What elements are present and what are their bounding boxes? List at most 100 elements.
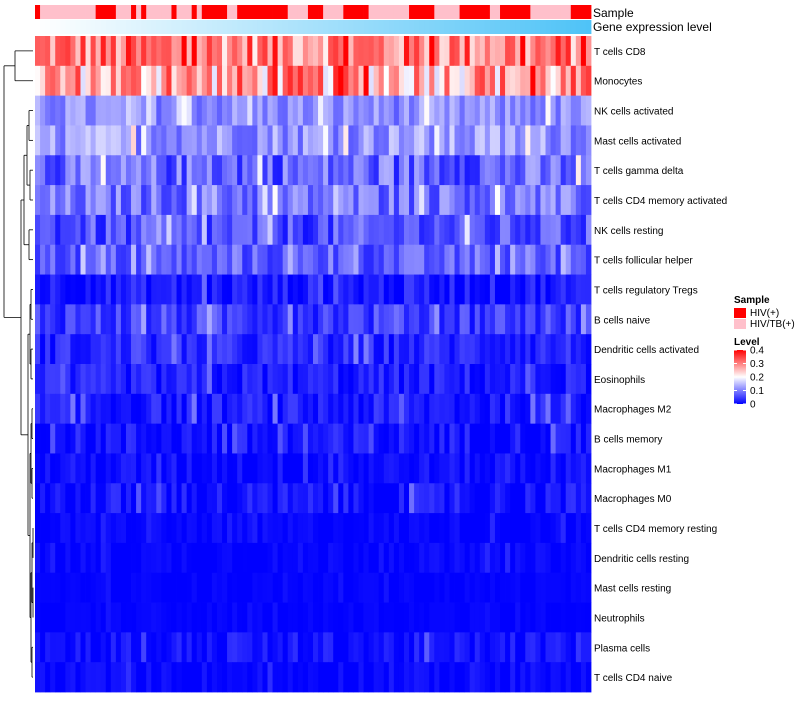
heatmap-cell bbox=[333, 214, 339, 246]
heatmap-cell bbox=[186, 423, 193, 454]
heatmap-cell bbox=[464, 602, 471, 633]
heatmap-cell bbox=[515, 274, 521, 305]
row-label: Monocytes bbox=[594, 77, 642, 88]
heatmap-cell bbox=[540, 632, 546, 663]
heatmap-cell bbox=[302, 483, 309, 514]
heatmap-cell bbox=[434, 304, 440, 335]
heatmap-cell bbox=[444, 304, 450, 335]
sample-cell bbox=[459, 5, 466, 19]
heatmap-cell bbox=[95, 125, 102, 156]
heatmap-cell bbox=[409, 572, 415, 603]
heatmap-cell bbox=[247, 423, 253, 454]
heatmap-cell bbox=[500, 632, 506, 663]
heatmap-cell bbox=[363, 36, 369, 67]
heatmap-cell bbox=[297, 632, 304, 663]
heatmap-cell bbox=[469, 632, 476, 663]
heatmap-cell bbox=[75, 214, 81, 246]
heatmap-cell bbox=[292, 214, 299, 246]
heatmap-cell bbox=[252, 304, 258, 335]
heatmap-cell bbox=[494, 334, 501, 365]
heatmap-cell bbox=[328, 602, 334, 633]
heatmap-cell bbox=[459, 155, 466, 186]
heatmap-cell bbox=[247, 155, 253, 186]
heatmap-cell bbox=[186, 393, 193, 425]
heatmap-cell bbox=[176, 95, 182, 126]
heatmap-cell bbox=[115, 244, 122, 275]
heatmap-cell bbox=[459, 214, 466, 246]
heatmap-cell bbox=[575, 393, 582, 425]
heatmap-cell bbox=[262, 65, 268, 97]
heatmap-cell bbox=[201, 155, 208, 186]
heatmap-cell bbox=[530, 274, 536, 305]
heatmap-cell bbox=[100, 155, 107, 186]
heatmap-cell bbox=[530, 602, 536, 633]
sample-cell bbox=[570, 5, 577, 19]
heatmap-cell bbox=[560, 304, 567, 335]
heatmap-cell bbox=[40, 483, 46, 514]
heatmap-cell bbox=[277, 244, 284, 275]
heatmap-cell bbox=[368, 185, 375, 216]
heatmap-cell bbox=[393, 185, 400, 216]
heatmap-cell bbox=[414, 36, 420, 67]
heatmap-cell bbox=[403, 602, 410, 633]
heatmap-cell bbox=[120, 393, 127, 425]
heatmap-cell bbox=[151, 513, 157, 544]
heatmap-cell bbox=[287, 453, 294, 484]
heatmap-cell bbox=[297, 244, 304, 275]
heatmap-cell bbox=[454, 662, 460, 693]
heatmap-cell bbox=[115, 95, 122, 126]
heatmap-cell bbox=[136, 274, 142, 305]
heatmap-cell bbox=[176, 36, 182, 67]
heatmap-cell bbox=[328, 125, 334, 156]
heatmap-cell bbox=[459, 36, 466, 67]
heatmap-cell bbox=[237, 602, 243, 633]
heatmap-cell bbox=[70, 244, 76, 275]
heatmap-cell bbox=[353, 483, 359, 514]
expression-cell bbox=[55, 20, 61, 34]
heatmap-cell bbox=[196, 244, 203, 275]
heatmap-cell bbox=[363, 125, 369, 156]
heatmap-cell bbox=[95, 334, 102, 365]
heatmap-cell bbox=[196, 185, 203, 216]
heatmap-cell bbox=[575, 364, 582, 395]
heatmap-cell bbox=[575, 125, 582, 156]
heatmap-cell bbox=[156, 155, 162, 186]
sample-cell bbox=[191, 5, 198, 19]
heatmap-cell bbox=[176, 662, 182, 693]
heatmap-cell bbox=[302, 542, 309, 574]
heatmap-cell bbox=[35, 542, 41, 574]
heatmap-cell bbox=[242, 513, 248, 544]
heatmap-cell bbox=[469, 572, 476, 603]
heatmap-cell bbox=[368, 65, 375, 97]
heatmap-cell bbox=[479, 95, 486, 126]
heatmap-cell bbox=[464, 65, 471, 97]
heatmap-cell bbox=[131, 513, 137, 544]
heatmap-cell bbox=[358, 483, 364, 514]
heatmap-cell bbox=[474, 364, 481, 395]
heatmap-cell bbox=[222, 36, 228, 67]
heatmap-cell bbox=[328, 95, 334, 126]
heatmap-cell bbox=[252, 214, 258, 246]
sample-cell bbox=[520, 5, 526, 19]
heatmap-cell bbox=[515, 364, 521, 395]
heatmap-cell bbox=[196, 95, 203, 126]
row-label: T cells gamma delta bbox=[594, 166, 684, 177]
heatmap-cell bbox=[222, 65, 228, 97]
sample-cell bbox=[500, 5, 506, 19]
heatmap-cell bbox=[80, 453, 86, 484]
heatmap-cell bbox=[156, 65, 162, 97]
heatmap-cell bbox=[585, 483, 592, 514]
heatmap-cell bbox=[515, 453, 521, 484]
heatmap-cell bbox=[115, 572, 122, 603]
heatmap-cell bbox=[575, 95, 582, 126]
heatmap-cell bbox=[429, 632, 435, 663]
sample-cell bbox=[474, 5, 481, 19]
heatmap-cell bbox=[222, 393, 228, 425]
heatmap-cell bbox=[403, 364, 410, 395]
heatmap-cell bbox=[353, 513, 359, 544]
heatmap-cell bbox=[171, 393, 177, 425]
heatmap-cell bbox=[313, 125, 319, 156]
expression-cell bbox=[80, 20, 86, 34]
heatmap-cell bbox=[237, 155, 243, 186]
heatmap-cell bbox=[262, 393, 268, 425]
